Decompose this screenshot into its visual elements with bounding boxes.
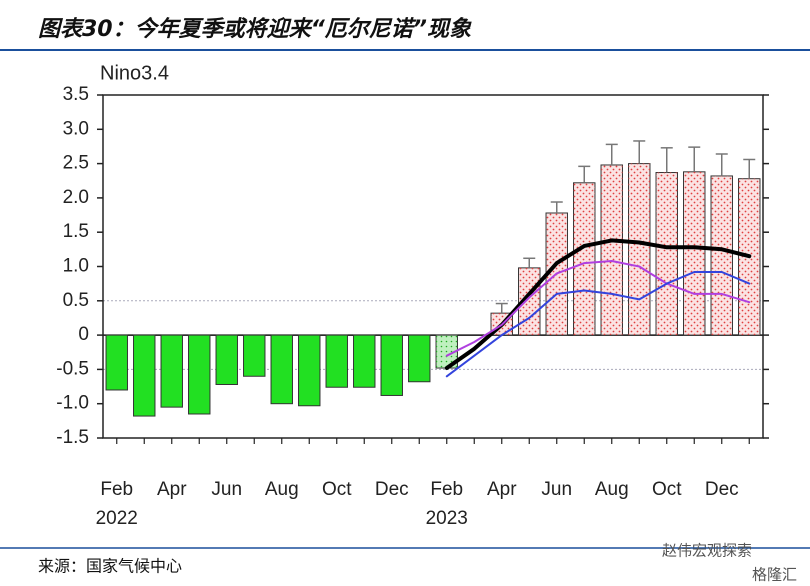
x-tick-label: Dec <box>705 479 739 500</box>
y-tick-label: 2.5 <box>63 153 89 174</box>
bar-hatch <box>628 163 650 336</box>
watermark-2: 格隆汇 <box>752 566 797 584</box>
bar-hatch <box>711 175 733 336</box>
bar <box>105 334 128 391</box>
x-tick-label: Oct <box>652 479 682 500</box>
bar <box>270 334 293 405</box>
x-tick-label: Aug <box>595 479 629 500</box>
bar <box>160 334 183 408</box>
bar <box>215 334 238 385</box>
bar-hatch <box>656 172 678 336</box>
bar <box>243 334 266 377</box>
bar-hatch <box>601 164 623 336</box>
y-tick-label: 3.5 <box>63 84 89 105</box>
x-tick-label: Feb 2023 <box>426 479 468 529</box>
y-tick-label: -1.5 <box>56 427 89 448</box>
bar <box>298 334 321 407</box>
bar <box>408 334 431 383</box>
y-tick-label: 3.0 <box>63 118 89 139</box>
x-tick-label: Feb 2022 <box>96 479 138 529</box>
plot-frame <box>102 94 764 439</box>
line <box>445 260 751 357</box>
line <box>445 271 751 378</box>
bar-hatch <box>436 335 458 369</box>
bar-hatch <box>683 171 705 336</box>
y-tick-label: 0 <box>78 324 89 345</box>
x-tick-label: Dec <box>375 479 409 500</box>
bar <box>188 334 211 415</box>
panel-label: Nino3.4 <box>100 62 169 84</box>
x-tick-label: Jun <box>541 479 572 500</box>
x-tick-label: Apr <box>157 479 187 500</box>
y-tick-label: 0.5 <box>63 290 89 311</box>
x-tick-label: Aug <box>265 479 299 500</box>
title: 图表30：今年夏季或将迎来“厄尔尼诺”现象 <box>38 16 472 42</box>
bar <box>380 334 403 396</box>
bar <box>353 334 376 388</box>
bar-hatch <box>518 267 540 336</box>
y-tick-label: -1.0 <box>56 393 89 414</box>
watermark: 赵伟宏观探索 <box>662 542 752 560</box>
y-tick-label: 2.0 <box>63 187 89 208</box>
x-tick-label: Jun <box>211 479 242 500</box>
source: 来源：国家气候中心 <box>38 557 182 576</box>
y-tick-label: -0.5 <box>56 358 89 379</box>
bar-hatch <box>573 182 595 336</box>
bar <box>325 334 348 388</box>
bar <box>133 334 156 417</box>
y-tick-label: 1.0 <box>63 256 89 277</box>
x-tick-label: Oct <box>322 479 352 500</box>
y-tick-label: 1.5 <box>63 221 89 242</box>
x-tick-label: Apr <box>487 479 517 500</box>
